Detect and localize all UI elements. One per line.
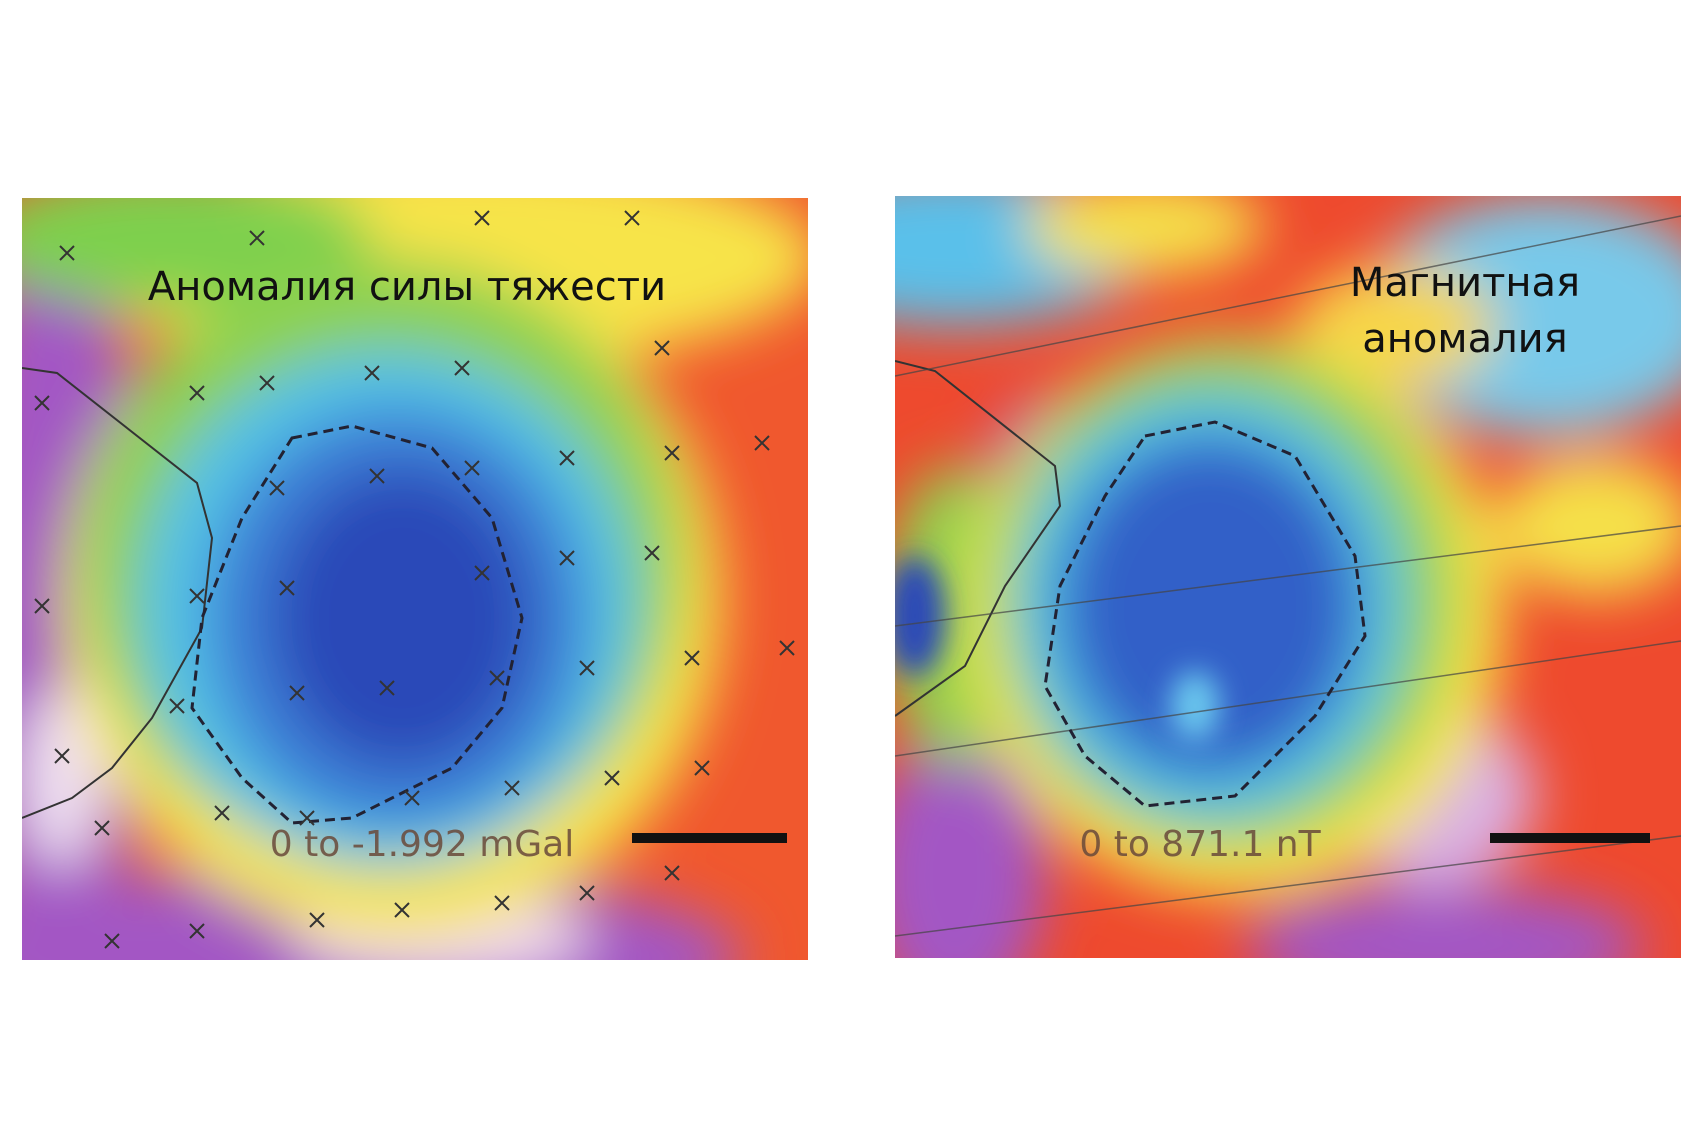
station-marker: [309, 912, 325, 928]
station-marker: [104, 933, 120, 949]
station-marker: [94, 820, 110, 836]
map-title: Магнитная: [1350, 260, 1580, 306]
station-marker: [169, 698, 185, 714]
station-marker: [474, 565, 490, 581]
station-marker: [189, 923, 205, 939]
station-marker: [754, 435, 770, 451]
station-marker: [494, 895, 510, 911]
station-marker: [779, 640, 795, 656]
station-marker: [54, 748, 70, 764]
magnetic-map: Магнитная аномалия 0 to 871.1 nT: [895, 196, 1681, 958]
station-marker: [189, 588, 205, 604]
station-marker: [34, 598, 50, 614]
station-marker: [454, 360, 470, 376]
station-marker: [684, 650, 700, 666]
station-marker: [579, 660, 595, 676]
station-marker: [369, 468, 385, 484]
station-marker: [189, 385, 205, 401]
station-marker: [404, 790, 420, 806]
map-title: аномалия: [1362, 316, 1567, 362]
station-marker: [559, 550, 575, 566]
station-marker: [289, 685, 305, 701]
map-title: Аномалия силы тяжести: [148, 264, 666, 310]
station-marker: [379, 680, 395, 696]
station-marker: [604, 770, 620, 786]
station-marker: [504, 780, 520, 796]
station-marker: [59, 245, 75, 261]
station-marker: [694, 760, 710, 776]
station-marker: [474, 210, 490, 226]
station-marker: [644, 545, 660, 561]
station-marker: [579, 885, 595, 901]
station-marker: [654, 340, 670, 356]
station-marker: [214, 805, 230, 821]
range-label: 0 to -1.992 mGal: [270, 824, 574, 865]
station-marker: [624, 210, 640, 226]
station-marker: [269, 480, 285, 496]
station-marker: [464, 460, 480, 476]
station-marker: [664, 865, 680, 881]
station-marker: [394, 902, 410, 918]
station-marker: [249, 230, 265, 246]
station-marker: [559, 450, 575, 466]
station-marker: [259, 375, 275, 391]
station-marker: [664, 445, 680, 461]
station-marker: [489, 670, 505, 686]
range-label: 0 to 871.1 nT: [1079, 824, 1321, 865]
gravity-map: Аномалия силы тяжести 0 to -1.992 mGal: [22, 198, 808, 960]
station-marker: [299, 810, 315, 826]
station-marker: [34, 395, 50, 411]
station-marker: [279, 580, 295, 596]
station-marker: [364, 365, 380, 381]
